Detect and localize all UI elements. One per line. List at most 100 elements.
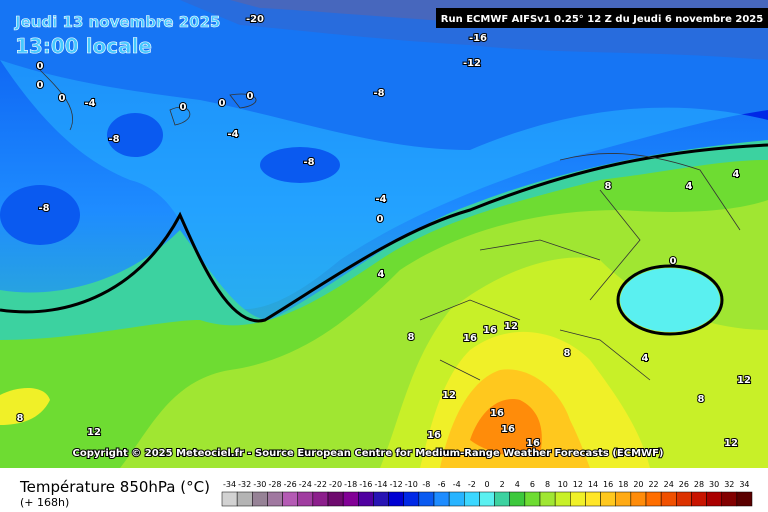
- contour-label: 4: [642, 353, 649, 364]
- contour-label: -4: [84, 98, 95, 109]
- scale-swatch: [297, 491, 314, 507]
- scale-label: -28: [268, 480, 281, 489]
- scale-label: -26: [284, 480, 297, 489]
- scale-swatch: [600, 491, 616, 507]
- contour-label: 12: [737, 375, 751, 386]
- scale-label: 0: [484, 480, 489, 489]
- contour-label: -20: [246, 14, 264, 25]
- contour-label: 12: [504, 321, 518, 332]
- scale-swatch: [524, 491, 541, 507]
- contour-label: 12: [87, 427, 101, 438]
- scale-label: -4: [453, 480, 461, 489]
- scale-swatch: [691, 491, 707, 507]
- scale-label: 20: [633, 480, 643, 489]
- contour-label: -4: [227, 129, 238, 140]
- scale-label: -20: [329, 480, 342, 489]
- scale-label: -2: [468, 480, 476, 489]
- scale-swatch: [418, 491, 435, 507]
- contour-label: 8: [17, 413, 24, 424]
- date-text: Jeudi 13 novembre 2025: [14, 13, 220, 31]
- contour-label: 16: [526, 438, 540, 449]
- contour-label: -16: [469, 33, 487, 44]
- scale-label: -12: [390, 480, 403, 489]
- contour-label: 0: [180, 102, 187, 113]
- run-text: Run ECMWF AIFSv1 0.25° 12 Z du Jeudi 6 n…: [441, 14, 763, 25]
- scale-swatch: [433, 491, 450, 507]
- scale-label: 30: [709, 480, 719, 489]
- scale-swatch: [494, 491, 510, 507]
- contour-label: 0: [247, 91, 254, 102]
- scale-swatch: [570, 491, 586, 507]
- scale-swatch: [358, 491, 374, 507]
- scale-label: -32: [238, 480, 251, 489]
- contour-label: 8: [564, 348, 571, 359]
- scale-swatch: [706, 491, 722, 507]
- scale-swatch: [645, 491, 662, 507]
- scale-label: -6: [438, 480, 446, 489]
- scale-label: -30: [253, 480, 266, 489]
- scale-label: 18: [618, 480, 628, 489]
- scale-label: 24: [664, 480, 674, 489]
- scale-swatch: [448, 491, 465, 507]
- contour-label: 4: [378, 269, 385, 280]
- footer-lead: (+ 168h): [20, 496, 69, 509]
- scale-swatch: [282, 491, 298, 507]
- contour-label: 8: [408, 332, 415, 343]
- scale-swatch: [312, 491, 329, 507]
- contour-label: 16: [427, 430, 441, 441]
- contour-label: -12: [463, 58, 481, 69]
- scale-label: -14: [374, 480, 387, 489]
- scale-label: 22: [648, 480, 658, 489]
- scale-swatch: [464, 491, 480, 507]
- scale-label: 10: [558, 480, 568, 489]
- scale-label: 16: [603, 480, 613, 489]
- scale-label: 28: [694, 480, 704, 489]
- contour-label: 0: [37, 80, 44, 91]
- contour-label: 16: [501, 424, 515, 435]
- scale-swatch: [630, 491, 647, 507]
- scale-label: -16: [359, 480, 372, 489]
- scale-swatch: [615, 491, 632, 507]
- scale-label: 34: [739, 480, 749, 489]
- scale-label: -18: [344, 480, 357, 489]
- scale-swatch: [403, 491, 420, 507]
- copyright: Copyright © 2025 Meteociel.fr - Source E…: [73, 448, 664, 459]
- scale-label: 8: [545, 480, 550, 489]
- scale-swatch: [660, 491, 677, 507]
- scale-swatch: [267, 491, 283, 507]
- run-box: [436, 8, 768, 28]
- scale-swatch: [373, 491, 389, 507]
- contour-label: -8: [108, 134, 119, 145]
- scale-swatch: [388, 491, 404, 507]
- contour-label: -8: [38, 203, 49, 214]
- scale-swatch: [479, 491, 495, 507]
- time-text: 13:00 locale: [15, 34, 152, 58]
- scale-swatch: [236, 491, 253, 507]
- contour-label: 0: [37, 61, 44, 72]
- contour-label: 0: [670, 256, 677, 267]
- scale-swatch: [509, 491, 526, 507]
- contour-label: 8: [605, 181, 612, 192]
- contour-label: 16: [483, 325, 497, 336]
- scale-swatch: [721, 491, 738, 507]
- scale-label: -10: [405, 480, 418, 489]
- scale-swatch: [554, 491, 571, 507]
- contour-label: 0: [219, 98, 226, 109]
- contour-label: -8: [303, 157, 314, 168]
- contour-label: 12: [724, 438, 738, 449]
- scale-swatch: [585, 491, 601, 507]
- contour-label: 16: [463, 333, 477, 344]
- scale-label: 4: [515, 480, 520, 489]
- contour-label: 12: [442, 390, 456, 401]
- map-field: [0, 0, 768, 468]
- footer-title: Température 850hPa (°C): [19, 478, 210, 496]
- contour-label: 8: [698, 394, 705, 405]
- scale-label: 14: [588, 480, 598, 489]
- scale-label: -22: [314, 480, 327, 489]
- scale-swatch: [736, 491, 753, 507]
- scale-label: -34: [223, 480, 236, 489]
- scale-swatch: [221, 491, 238, 507]
- scale-swatch: [539, 491, 556, 507]
